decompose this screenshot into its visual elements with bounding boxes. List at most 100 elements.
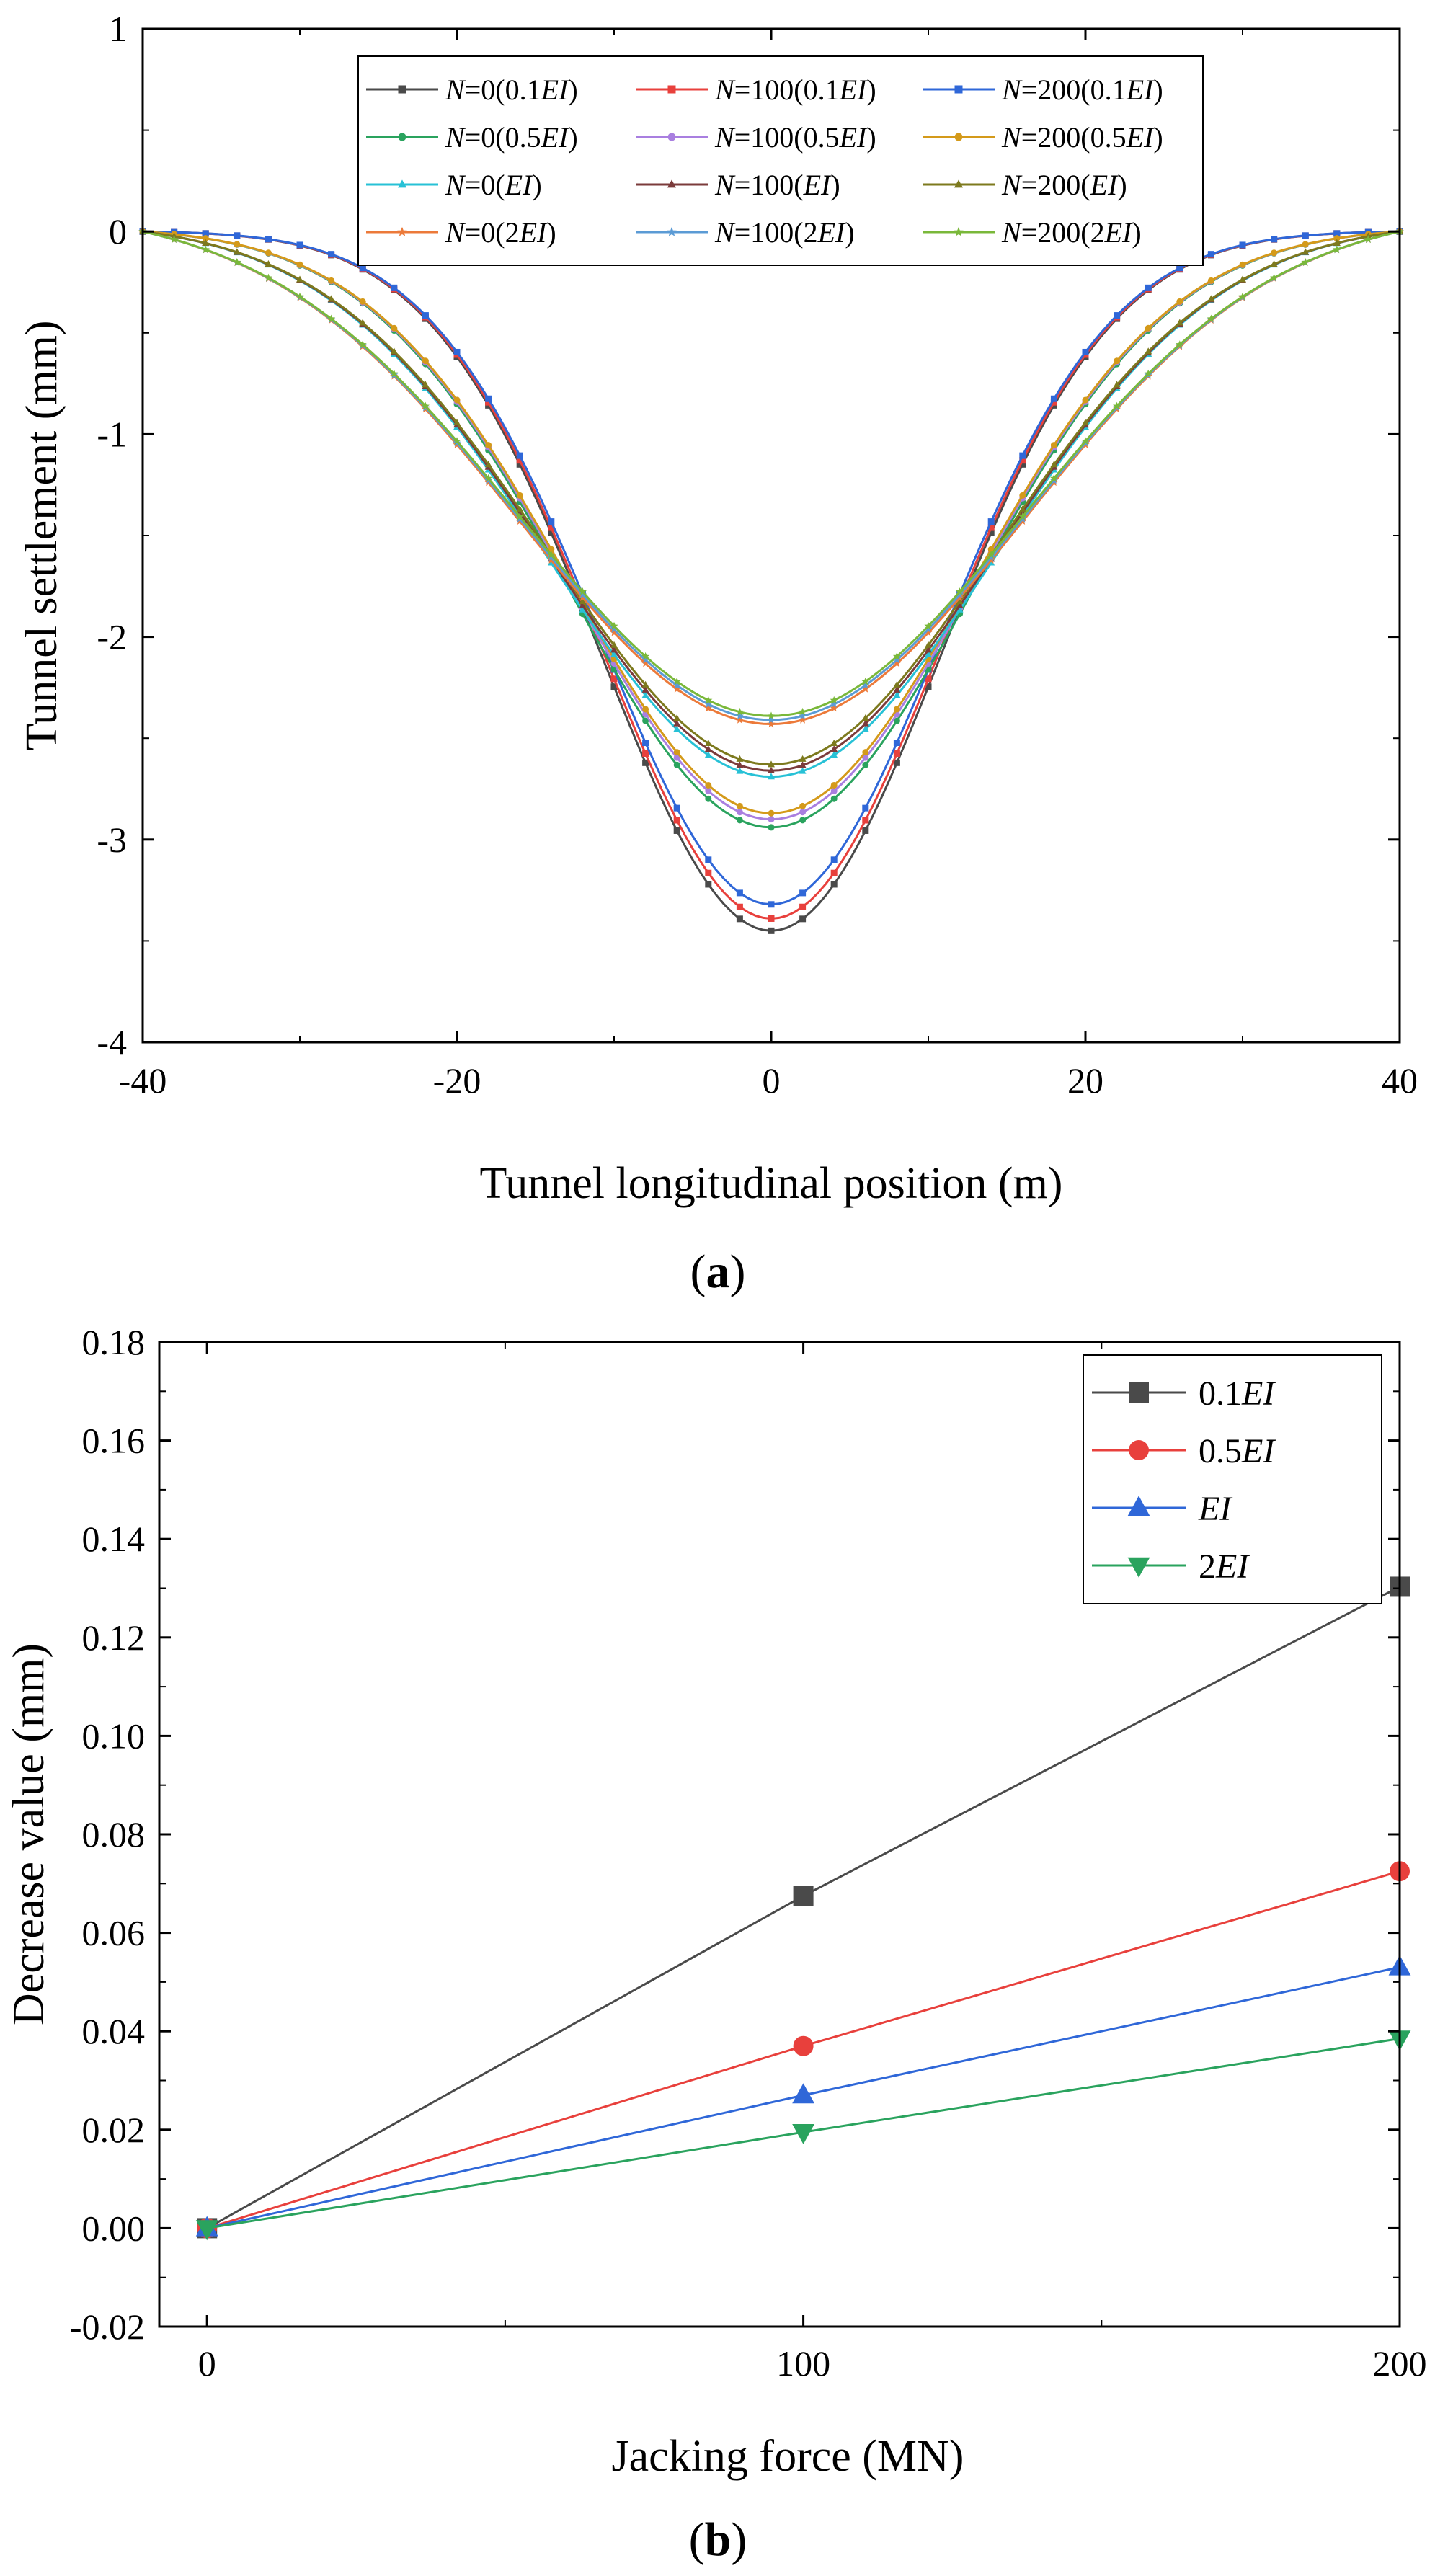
panel-a-legend-label: N=100(2EI) (714, 216, 855, 249)
panel-a-point (547, 556, 556, 564)
panel-a-point (328, 251, 335, 258)
panel-a-legend-label: N=0(EI) (445, 169, 542, 201)
panel-a-point (1114, 357, 1121, 365)
panel-a-point (642, 740, 649, 747)
panel-b-legend-swatch-marker (1129, 1382, 1149, 1403)
panel-a-point (704, 751, 712, 758)
panel-b-x-tick-label: 200 (1373, 2343, 1427, 2384)
panel-a-point (1207, 295, 1215, 302)
panel-a-point (768, 927, 775, 934)
panel-a-point (422, 312, 429, 319)
panel-a-point (296, 241, 303, 249)
panel-a-point (1302, 232, 1309, 239)
panel-a-point (578, 587, 587, 595)
panel-a-series-N=200(2EI) (138, 227, 1404, 719)
panel-a-point (641, 652, 650, 660)
panel-a-legend-swatch-marker (667, 85, 676, 94)
panel-a-point (548, 518, 555, 525)
panel-b-x-axis-title: Jacking force (MN) (612, 2432, 964, 2481)
panel-a-point (830, 751, 838, 758)
panel-a-point (453, 437, 461, 445)
panel-a-point (610, 683, 618, 690)
panel-b-legend: 0.1EI 0.5EI EI 2EI (1083, 1354, 1382, 1604)
panel-b-y-tick-label: -0.02 (70, 2306, 145, 2347)
panel-a-point (1207, 314, 1215, 323)
panel-a-point (1364, 235, 1372, 243)
panel-a-point (296, 261, 303, 268)
panel-a-point (641, 659, 650, 667)
panel-a-point (1081, 437, 1090, 445)
panel-a-point (924, 628, 933, 636)
panel-a-point (1238, 292, 1247, 301)
panel-a-point (705, 881, 712, 888)
panel-a-y-axis-title: Tunnel settlement (mm) (17, 321, 66, 751)
panel-a-point (1271, 236, 1278, 243)
panel-a-point (987, 546, 995, 553)
panel-a-point (672, 677, 681, 685)
panel-a-point (170, 235, 179, 243)
panel-a-point (830, 795, 838, 802)
panel-a-point (547, 553, 556, 561)
panel-a-point (768, 901, 775, 908)
panel-a-point (893, 759, 900, 766)
panel-a-point (516, 492, 523, 499)
panel-a-point (892, 655, 901, 664)
panel-a-point (768, 915, 775, 922)
panel-b-point (792, 2083, 814, 2104)
panel-a-point (1018, 517, 1027, 525)
panel-a-point (1207, 251, 1214, 258)
panel-a-x-tick-label: 20 (1067, 1060, 1103, 1101)
panel-a-point (233, 258, 241, 266)
panel-a-point (485, 395, 492, 402)
panel-a-point (548, 529, 555, 536)
panel-a-point (704, 696, 713, 704)
panel-a-point (390, 369, 399, 378)
panel-b-y-tick-label: 0.04 (82, 2011, 146, 2051)
panel-a-legend-item: N=100(0.1EI) (636, 74, 876, 106)
panel-b-legend-swatch-marker (1129, 1440, 1149, 1460)
panel-a-point (1176, 319, 1183, 326)
panel-a-point (956, 587, 964, 595)
panel-a-point (390, 347, 398, 355)
panel-a-point (925, 650, 932, 657)
panel-a-point (516, 452, 523, 459)
panel-b-x-tick-label: 100 (776, 2343, 830, 2384)
panel-a-legend-swatch-marker (667, 226, 677, 236)
panel-a-point (799, 707, 807, 716)
panel-a-point (641, 680, 649, 688)
panel-a-point (1050, 461, 1058, 468)
panel-a-legend-swatch-marker (954, 85, 963, 94)
panel-a-point (987, 524, 995, 531)
panel-a-point (1082, 348, 1089, 355)
panel-b-y-axis-title: Decrease value (mm) (4, 1643, 53, 2025)
panel-a-point (673, 804, 680, 812)
panel-b-chart: 0 100 200 0.18 0.16 0.14 0.12 0.10 0.08 0.06 0.04 0… (4, 1322, 1427, 2566)
panel-a-point (799, 809, 807, 816)
panel-b-plot-frame (158, 1341, 1401, 2328)
panel-a-legend-item: N=0(0.1EI) (366, 74, 578, 106)
panel-a-point (642, 706, 649, 713)
panel-a-point (767, 716, 776, 724)
panel-a-point (484, 474, 493, 482)
panel-a-point (673, 749, 680, 756)
panel-a-point (1019, 457, 1026, 464)
panel-a-point (1145, 324, 1152, 332)
panel-a-legend-swatch-marker (398, 133, 406, 141)
panel-a-point (1271, 249, 1278, 257)
panel-a-point (1270, 273, 1279, 282)
panel-a-y-tick-label: -1 (97, 414, 127, 454)
panel-a-point (296, 292, 304, 301)
panel-a-point (736, 889, 743, 897)
panel-a-point (673, 754, 680, 761)
panel-a-point (234, 241, 241, 248)
panel-a-point (610, 641, 618, 648)
panel-a-point (610, 628, 618, 636)
panel-a-point (1082, 419, 1089, 426)
panel-a-point (516, 461, 523, 468)
panel-a-point (799, 767, 807, 774)
panel-a-point (862, 817, 869, 824)
panel-a-point (485, 399, 492, 406)
panel-a-point (830, 788, 838, 795)
panel-a-point (359, 319, 367, 326)
panel-a-point (768, 809, 775, 817)
